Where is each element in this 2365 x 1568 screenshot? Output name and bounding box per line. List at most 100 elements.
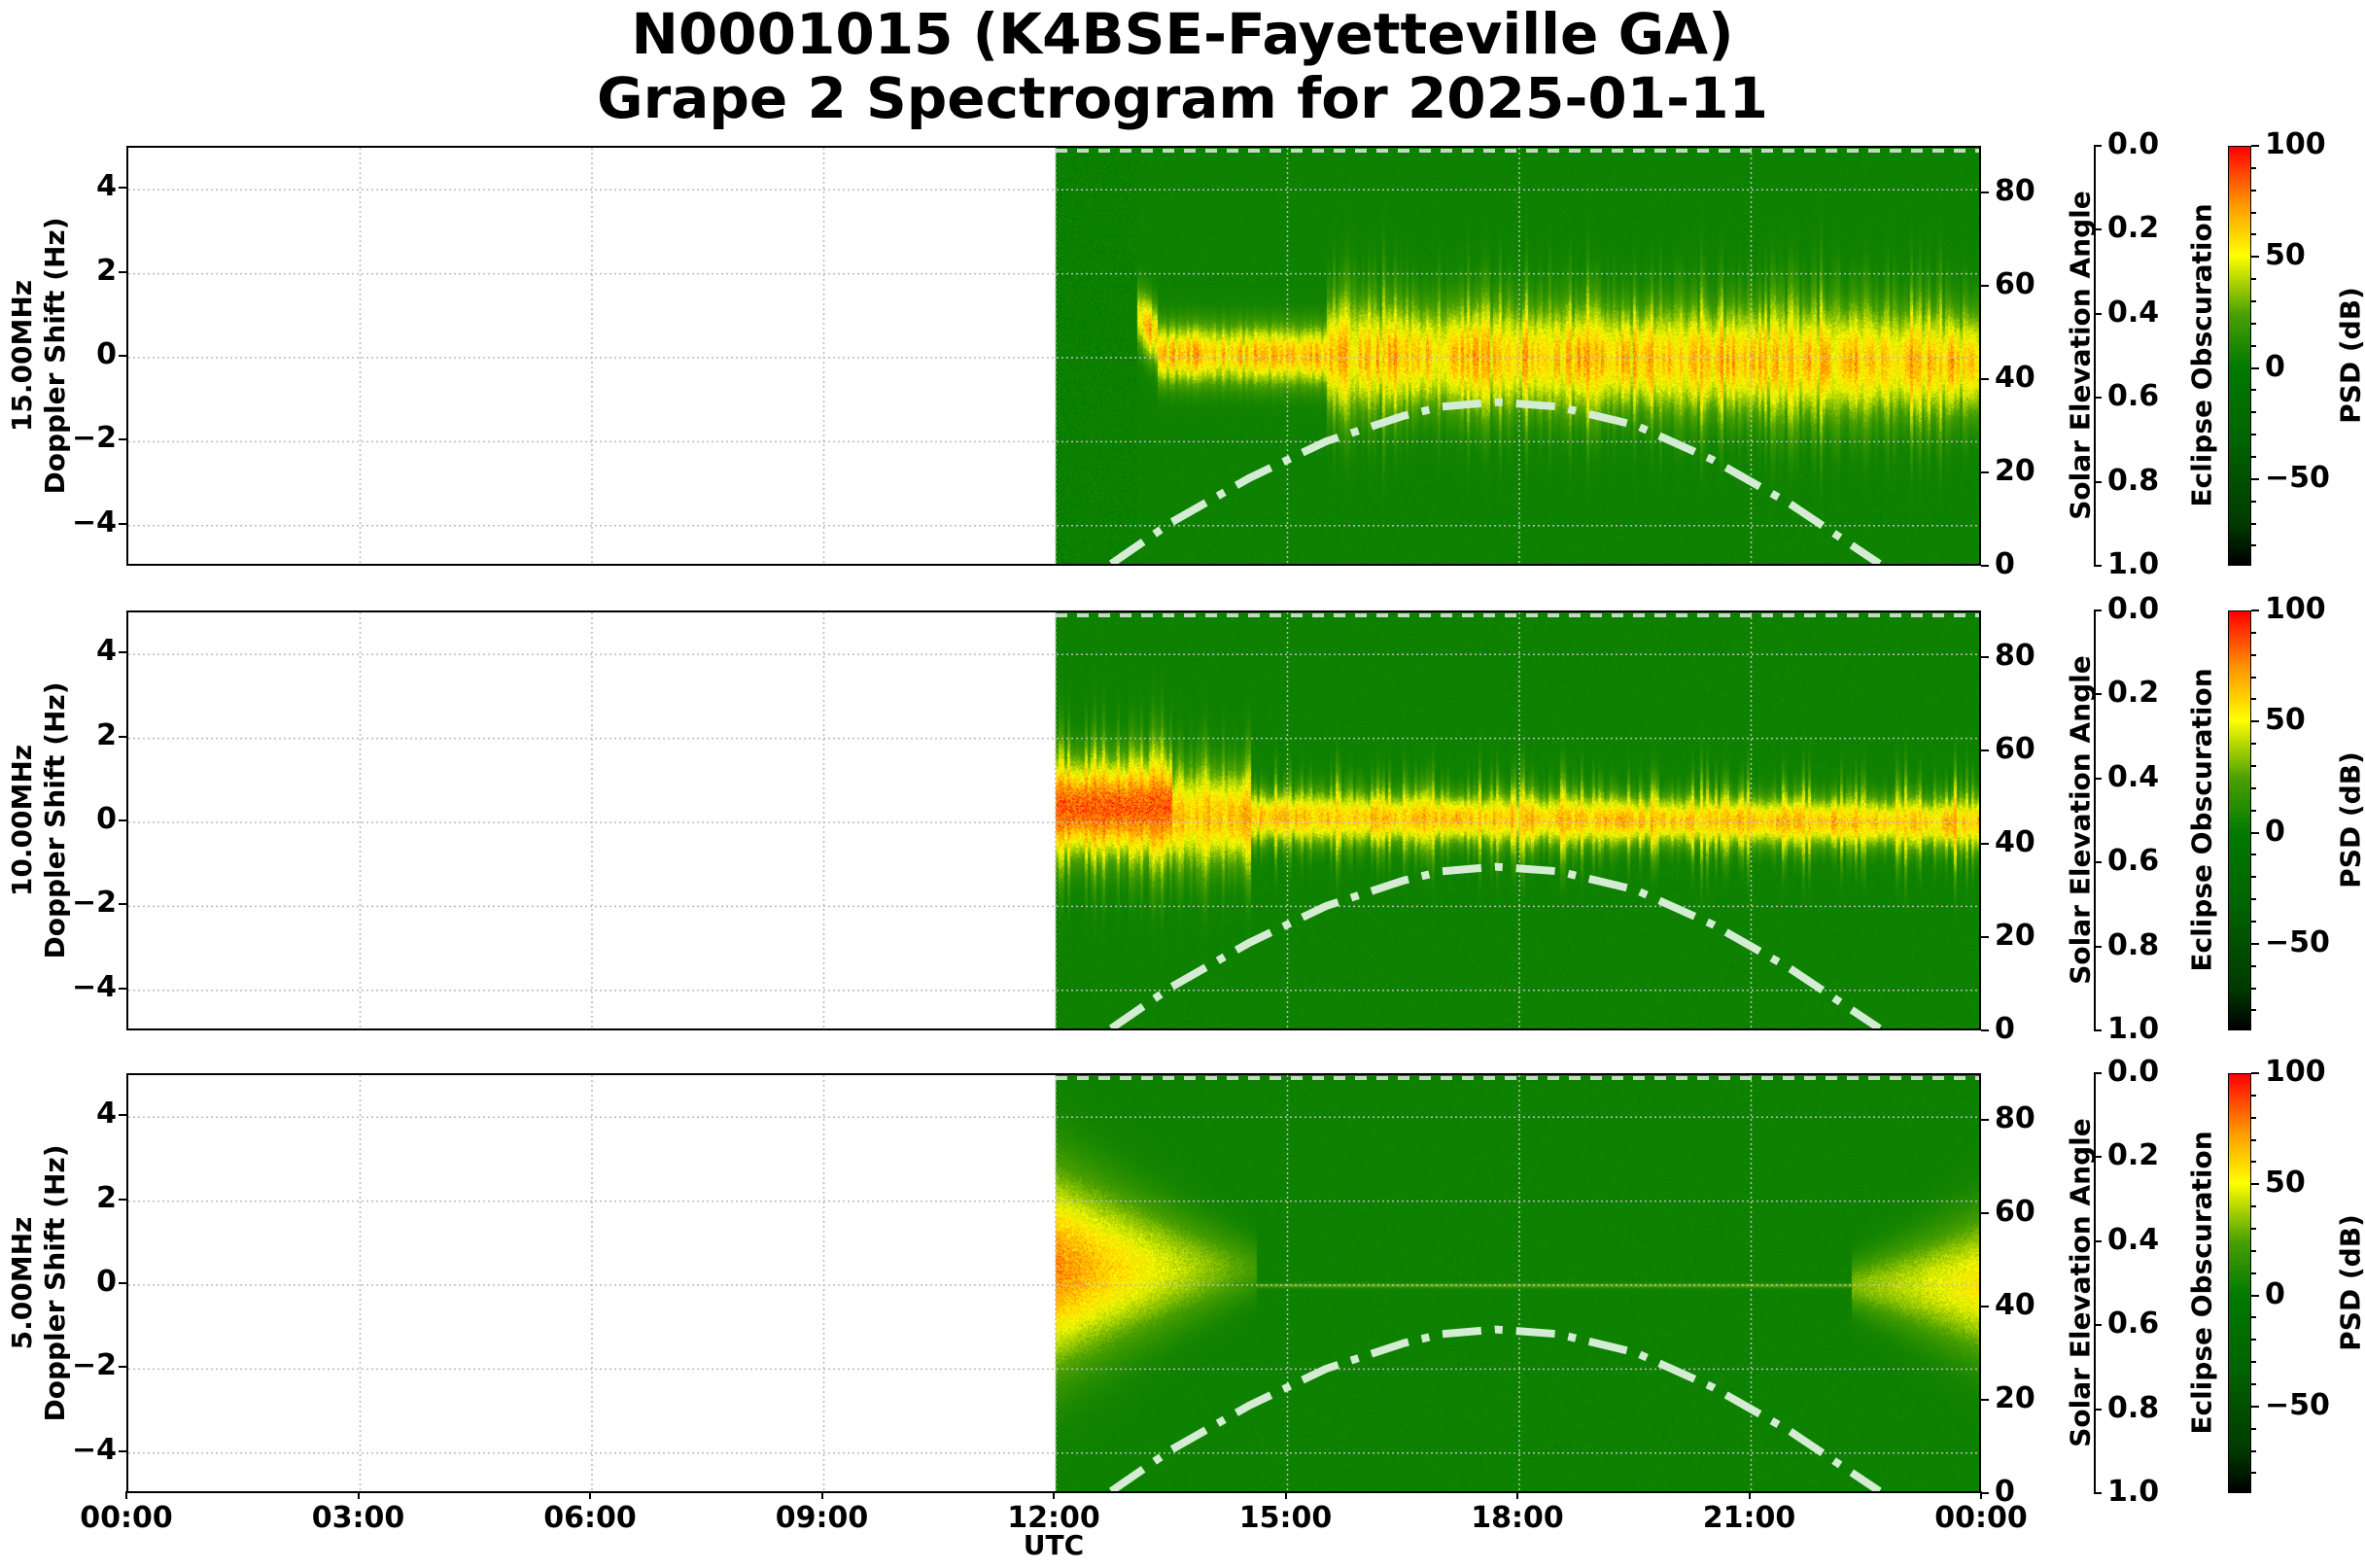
y-tick-mark: [119, 903, 126, 906]
solar-tick-mark: [1981, 192, 1989, 193]
eclipse-tick-label: 0.6: [2107, 379, 2160, 414]
spectrogram-heatmap: [128, 148, 1979, 564]
colorbar-tick-label: 100: [2265, 127, 2326, 161]
y-tick-label: 4: [96, 169, 117, 204]
colorbar-minor-tick: [2251, 987, 2256, 990]
eclipse-tick-mark: [2094, 1156, 2102, 1159]
solar-tick-label: 80: [1995, 174, 2035, 208]
frequency-label: 5.00MHz: [6, 1216, 38, 1350]
x-tick-label: 12:00: [1007, 1501, 1100, 1535]
y-tick-mark: [119, 1114, 126, 1117]
solar-axis-label: Solar Elevation Angle: [2064, 191, 2097, 520]
y-tick-mark: [119, 1282, 126, 1284]
eclipse-tick-mark: [2094, 610, 2102, 611]
x-tick-mark: [1980, 1491, 1982, 1499]
solar-tick-label: 0: [1995, 547, 2015, 581]
y-tick-label: −4: [71, 505, 117, 540]
plot-overlay: [128, 612, 1979, 1028]
colorbar-minor-tick: [2251, 964, 2256, 967]
colorbar-minor-tick: [2251, 300, 2256, 302]
solar-axis-label: Solar Elevation Angle: [2064, 655, 2097, 985]
eclipse-tick-mark: [2094, 565, 2102, 567]
colorbar-minor-tick: [2251, 189, 2256, 192]
y-tick-mark: [119, 522, 126, 525]
x-tick-mark: [125, 1491, 127, 1499]
eclipse-tick-mark: [2094, 1239, 2102, 1242]
solar-tick-label: 0: [1995, 1475, 2015, 1509]
eclipse-tick-label: 1.0: [2107, 1475, 2160, 1509]
chart-title-line2: Grape 2 Spectrogram for 2025-01-11: [597, 65, 1768, 131]
spectrogram-heatmap: [128, 612, 1979, 1028]
eclipse-tick-mark: [2094, 1492, 2102, 1494]
colorbar-minor-tick: [2251, 166, 2256, 169]
plot-overlay: [128, 148, 1979, 564]
solar-tick-label: 40: [1995, 825, 2035, 859]
x-axis-label: UTC: [1023, 1529, 1085, 1561]
psd-colorbar: [2228, 146, 2251, 566]
y-tick-label: −2: [71, 1348, 117, 1383]
solar-tick-mark: [1981, 565, 1989, 567]
colorbar-tick-label: 50: [2265, 1166, 2306, 1201]
colorbar-minor-tick: [2251, 1339, 2256, 1342]
eclipse-axis-label: Eclipse Obscuration: [2185, 203, 2218, 507]
solar-tick-mark: [1981, 1399, 1989, 1401]
y-axis-label: 15.00MHz Doppler Shift (Hz): [6, 161, 72, 550]
colorbar-tick-label: 100: [2265, 1055, 2326, 1089]
colorbar-tick-mark: [2251, 942, 2259, 945]
eclipse-tick-label: 0.0: [2107, 127, 2160, 161]
spectrogram-panel-15.00MHz: [126, 146, 1981, 566]
colorbar-minor-tick: [2251, 786, 2256, 789]
x-tick-mark: [1748, 1491, 1751, 1499]
colorbar-tick-label: 100: [2265, 592, 2326, 626]
colorbar-tick-mark: [2251, 477, 2259, 480]
colorbar-minor-tick: [2251, 1009, 2256, 1012]
colorbar-tick-label: 50: [2265, 703, 2306, 738]
eclipse-tick-mark: [2094, 945, 2102, 948]
y-tick-label: 2: [96, 1180, 117, 1215]
colorbar-minor-tick: [2251, 500, 2256, 503]
solar-tick-label: 20: [1995, 919, 2035, 953]
solar-tick-label: 0: [1995, 1012, 2015, 1046]
colorbar-minor-tick: [2251, 898, 2256, 901]
x-tick-mark: [589, 1491, 591, 1499]
eclipse-tick-label: 0.8: [2107, 463, 2160, 498]
y-tick-mark: [119, 1366, 126, 1369]
eclipse-tick-mark: [2094, 693, 2102, 696]
solar-tick-mark: [1981, 471, 1989, 473]
x-tick-label: 15:00: [1238, 1501, 1333, 1535]
spectrogram-panel-5.00MHz: [126, 1073, 1981, 1493]
solar-tick-mark: [1981, 285, 1989, 287]
eclipse-tick-mark: [2094, 312, 2102, 315]
colorbar-minor-tick: [2251, 1427, 2256, 1430]
colorbar-minor-tick: [2251, 1205, 2256, 1208]
eclipse-tick-mark: [2094, 1072, 2102, 1074]
colorbar-tick-label: 0: [2265, 349, 2285, 384]
y-tick-label: 4: [96, 634, 117, 669]
y-tick-label: 2: [96, 717, 117, 752]
colorbar-minor-tick: [2251, 1272, 2256, 1274]
solar-tick-mark: [1981, 378, 1989, 380]
colorbar-minor-tick: [2251, 411, 2256, 414]
x-tick-mark: [820, 1491, 823, 1499]
frequency-label: 10.00MHz: [6, 744, 38, 897]
eclipse-tick-mark: [2094, 1408, 2102, 1411]
spectrogram-heatmap: [128, 1075, 1979, 1491]
colorbar-tick-mark: [2251, 1072, 2259, 1074]
eclipse-tick-label: 0.6: [2107, 1307, 2160, 1342]
x-tick-mark: [1516, 1491, 1518, 1499]
y-tick-mark: [119, 735, 126, 738]
colorbar-minor-tick: [2251, 631, 2256, 634]
y-tick-mark: [119, 355, 126, 357]
psd-colorbar: [2228, 610, 2251, 1030]
colorbar-tick-label: −50: [2265, 924, 2330, 959]
y-tick-label: −4: [71, 1432, 117, 1467]
y-tick-mark: [119, 438, 126, 441]
solar-axis-label: Solar Elevation Angle: [2064, 1118, 2097, 1447]
x-tick-label: 03:00: [311, 1501, 405, 1535]
solar-tick-label: 60: [1995, 732, 2035, 766]
colorbar-tick-label: −50: [2265, 460, 2330, 495]
chart-title-line1: N0001015 (K4BSE-Fayetteville GA): [631, 1, 1734, 67]
eclipse-tick-mark: [2094, 397, 2102, 400]
colorbar-minor-tick: [2251, 1472, 2256, 1475]
x-tick-label: 21:00: [1702, 1501, 1796, 1535]
